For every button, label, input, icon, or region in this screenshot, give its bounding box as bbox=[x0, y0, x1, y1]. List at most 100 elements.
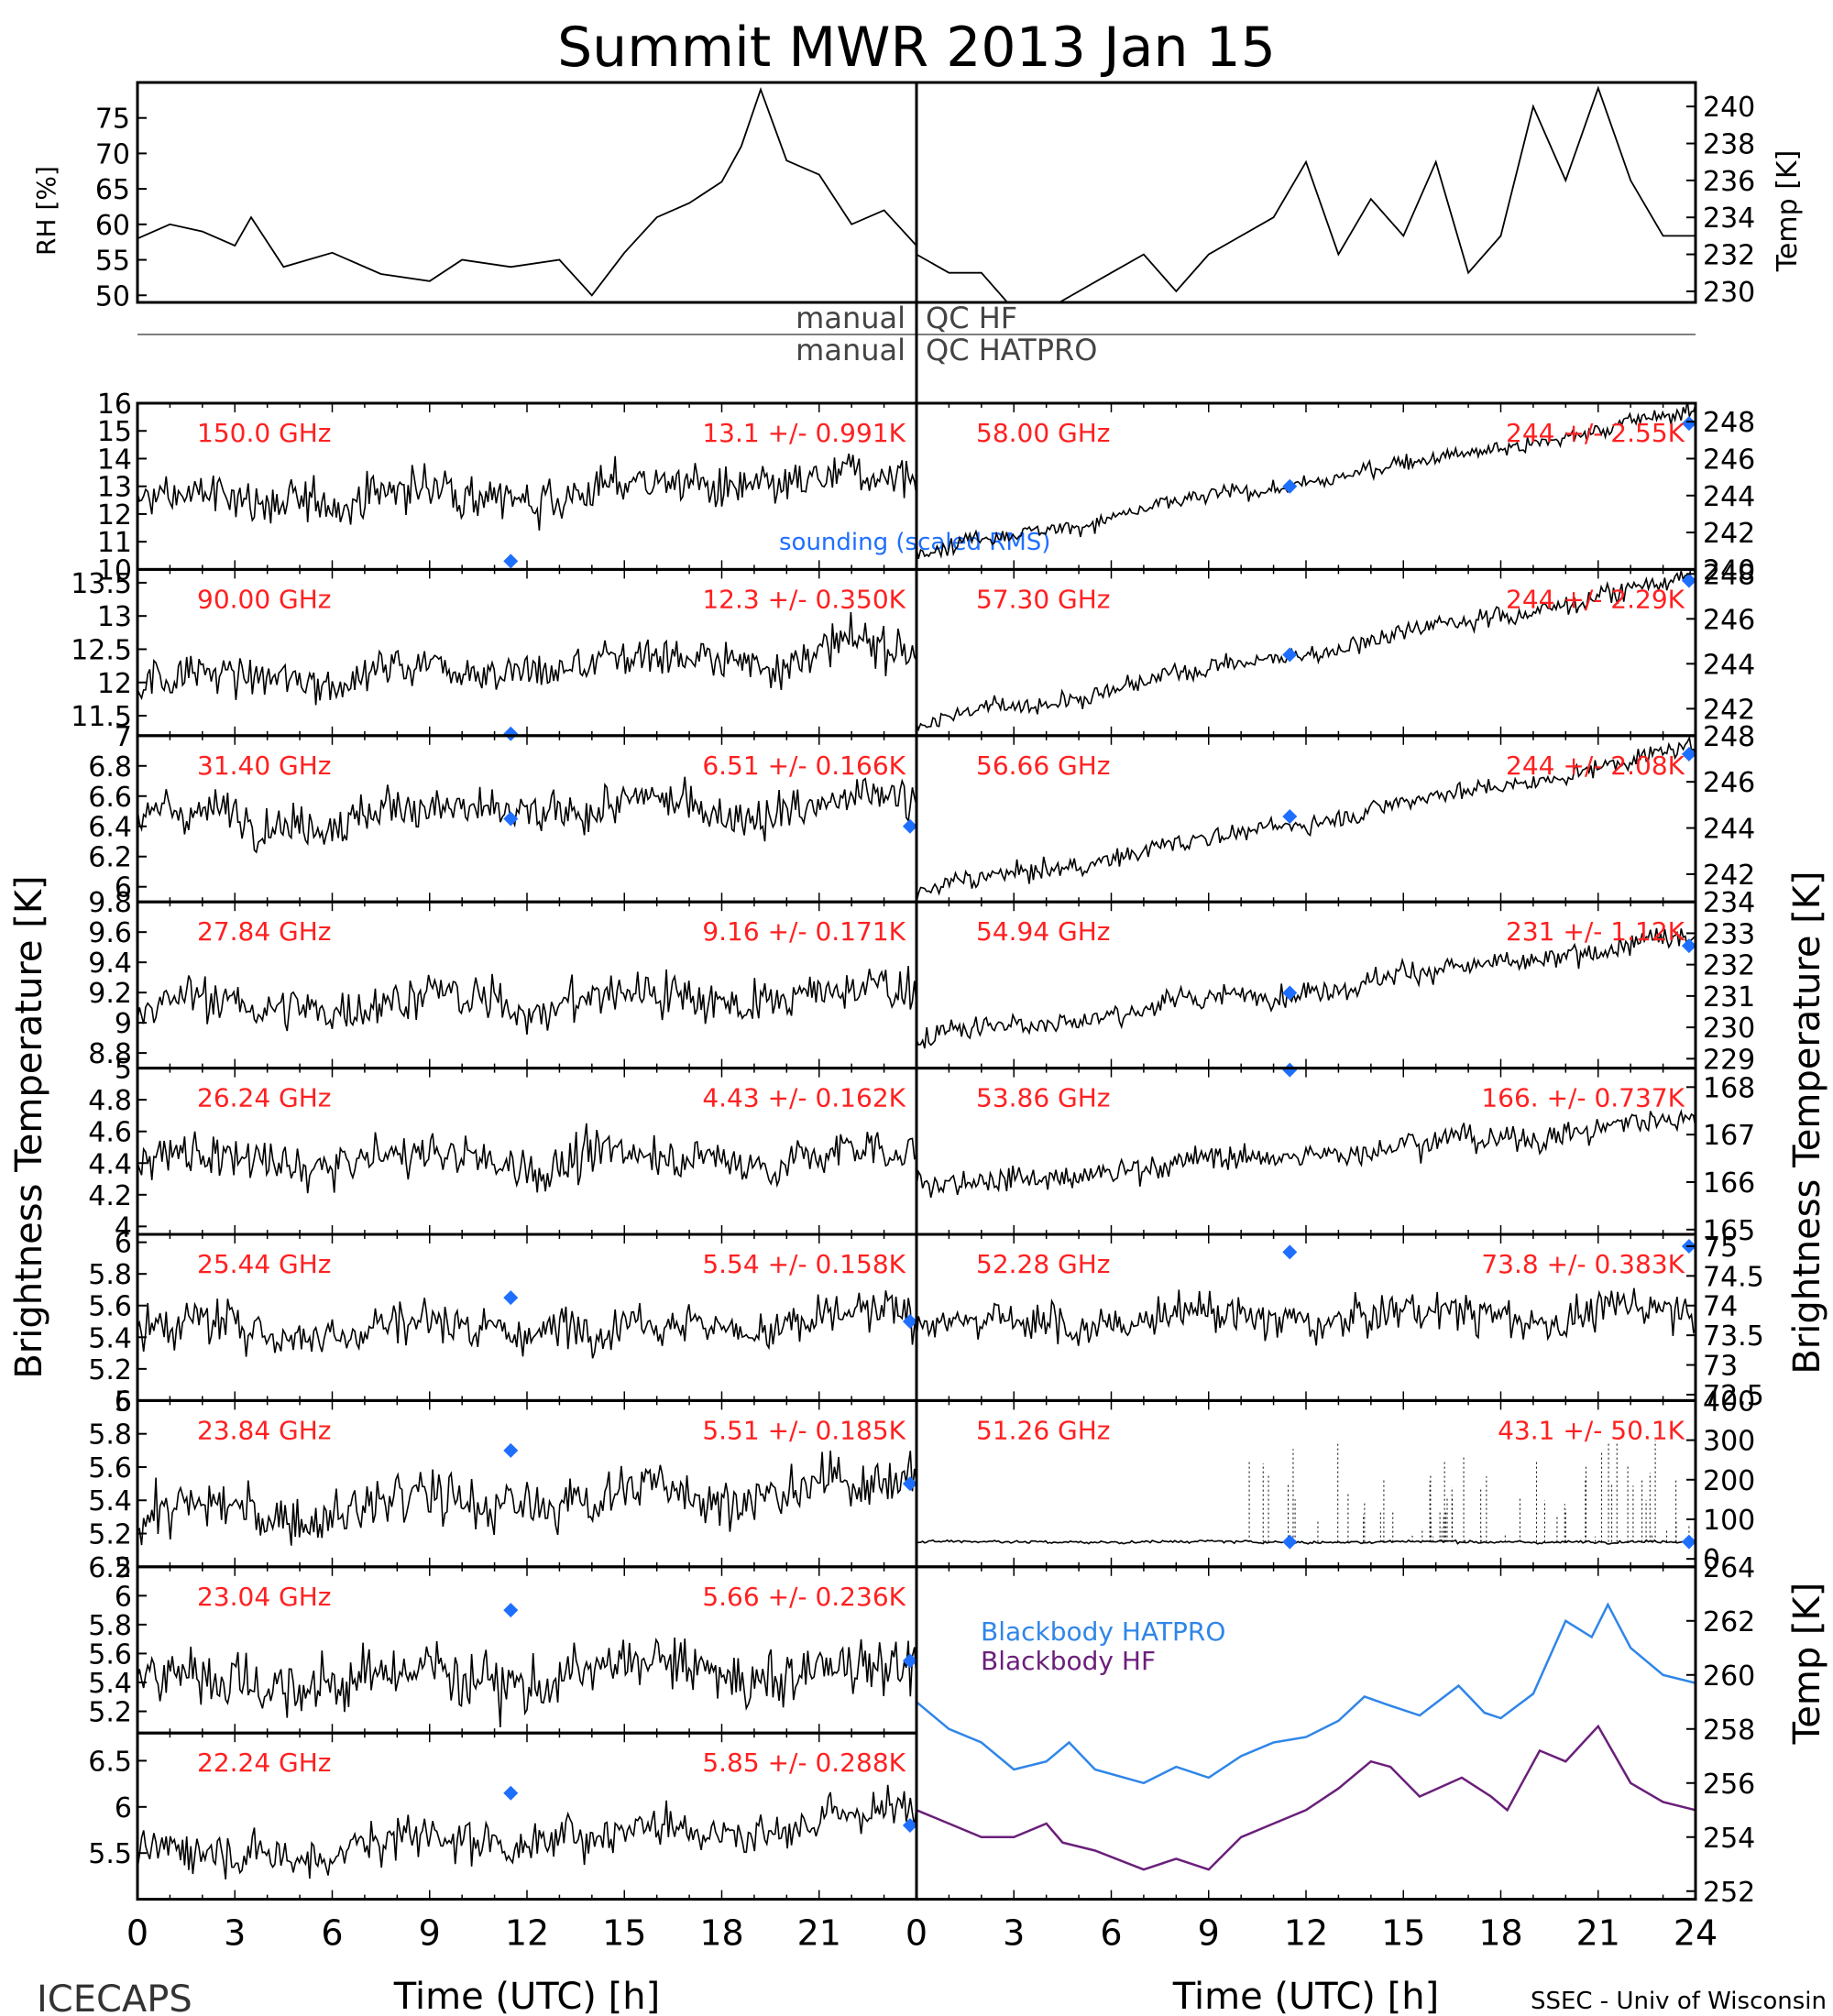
y-tick-label: 16 bbox=[97, 389, 132, 421]
y-tick-label: 246 bbox=[1703, 604, 1755, 636]
sounding-point bbox=[902, 1653, 917, 1669]
temp-tick-label: 234 bbox=[1703, 203, 1755, 235]
channel-stats-label: 73.8 +/- 0.383K bbox=[1481, 1249, 1685, 1279]
y-tick-label: 244 bbox=[1703, 814, 1755, 846]
y-tick-label: 232 bbox=[1703, 950, 1755, 982]
channel-frequency-label: 27.84 GHz bbox=[197, 916, 332, 947]
y-tick-label: 256 bbox=[1703, 1769, 1755, 1801]
y-tick-label: 4 bbox=[115, 1211, 132, 1244]
channel-frequency-label: 53.86 GHz bbox=[976, 1083, 1111, 1113]
y-tick-label: 6.2 bbox=[88, 842, 132, 874]
right-x-axis-label: Time (UTC) [h] bbox=[1172, 1976, 1439, 2016]
y-tick-label: 5.2 bbox=[88, 1697, 132, 1729]
sounding-point bbox=[1282, 1062, 1298, 1078]
series-line bbox=[137, 611, 916, 706]
sounding-point bbox=[1282, 478, 1298, 494]
series-line bbox=[916, 927, 1696, 1049]
channel-frequency-label: 52.28 GHz bbox=[976, 1249, 1111, 1279]
sounding-point bbox=[1282, 1534, 1298, 1550]
y-tick-label: 244 bbox=[1703, 649, 1755, 681]
channel-stats-label: 244 +/- 2.29K bbox=[1506, 584, 1685, 614]
y-tick-label: 167 bbox=[1703, 1120, 1755, 1152]
y-tick-label: 246 bbox=[1703, 767, 1755, 799]
blackbody-legend-entry: Blackbody HF bbox=[981, 1646, 1156, 1676]
x-tick-label: 0 bbox=[126, 1913, 148, 1954]
y-tick-label: 258 bbox=[1703, 1715, 1755, 1747]
y-tick-label: 12 bbox=[97, 499, 132, 531]
y-tick-label: 5.4 bbox=[88, 1322, 132, 1354]
y-tick-label: 168 bbox=[1703, 1072, 1755, 1104]
channel-stats-label: 5.66 +/- 0.236K bbox=[702, 1582, 906, 1612]
channel-frequency-label: 58.00 GHz bbox=[976, 418, 1111, 448]
y-tick-label: 5 bbox=[115, 1054, 132, 1086]
rh-tick-label: 55 bbox=[95, 246, 130, 278]
x-tick-label: 0 bbox=[906, 1913, 927, 1954]
sounding-point bbox=[503, 1785, 519, 1801]
y-tick-label: 242 bbox=[1703, 518, 1755, 550]
y-tick-label: 100 bbox=[1703, 1505, 1755, 1537]
temp-tick-label: 236 bbox=[1703, 166, 1755, 198]
temp-tick-label: 240 bbox=[1703, 92, 1755, 124]
y-tick-label: 6.2 bbox=[88, 1552, 132, 1584]
y-tick-label: 234 bbox=[1703, 887, 1755, 919]
sounding-point bbox=[1282, 808, 1298, 824]
qc-hf-right: QC HF bbox=[926, 301, 1017, 335]
left-x-axis-label: Time (UTC) [h] bbox=[393, 1976, 660, 2016]
y-tick-label: 254 bbox=[1703, 1823, 1755, 1855]
sounding-point bbox=[1681, 938, 1696, 954]
series-line bbox=[916, 403, 1696, 559]
x-tick-label: 6 bbox=[1100, 1913, 1122, 1954]
channel-frequency-label: 25.44 GHz bbox=[197, 1249, 332, 1279]
y-tick-label: 13 bbox=[97, 601, 132, 633]
left-y-axis-label: Brightness Temperature [K] bbox=[8, 875, 50, 1378]
sounding-point bbox=[1681, 573, 1696, 588]
qc-hatpro-left: manual bbox=[796, 333, 906, 367]
rh-tick-label: 70 bbox=[95, 138, 130, 170]
y-tick-label: 9.8 bbox=[88, 887, 132, 919]
y-tick-label: 73.5 bbox=[1703, 1320, 1764, 1353]
channel-panel-right: 240 242 244 246 248 58.00 GHz 244 +/- 2.55K bbox=[915, 401, 1755, 586]
x-tick-label: 15 bbox=[602, 1913, 646, 1954]
x-tick-label: 21 bbox=[797, 1913, 841, 1954]
sounding-point bbox=[503, 1290, 519, 1306]
y-tick-label: 12.5 bbox=[71, 634, 132, 666]
x-tick-label: 18 bbox=[1478, 1913, 1522, 1954]
channel-frequency-label: 23.04 GHz bbox=[197, 1582, 332, 1612]
y-tick-label: 6 bbox=[115, 1581, 132, 1613]
y-tick-label: 73 bbox=[1703, 1351, 1738, 1383]
series-line bbox=[916, 1109, 1696, 1199]
y-tick-label: 6 bbox=[115, 872, 132, 904]
footer-right: SSEC - Univ of Wisconsin bbox=[1531, 1988, 1827, 2015]
y-tick-label: 6.4 bbox=[88, 812, 132, 844]
x-tick-label: 3 bbox=[1003, 1913, 1025, 1954]
sounding-point bbox=[1282, 985, 1298, 1001]
blackbody-series-line bbox=[916, 1724, 1696, 1871]
series-line bbox=[137, 453, 916, 531]
channel-frequency-label: 54.94 GHz bbox=[976, 916, 1111, 947]
x-tick-label: 24 bbox=[1674, 1913, 1718, 1954]
channel-frequency-label: 150.0 GHz bbox=[197, 418, 332, 448]
y-tick-label: 200 bbox=[1703, 1465, 1755, 1497]
y-tick-label: 13 bbox=[97, 472, 132, 504]
channel-stats-label: 6.51 +/- 0.166K bbox=[702, 751, 906, 781]
y-tick-label: 5.8 bbox=[88, 1419, 132, 1452]
y-tick-label: 6.5 bbox=[88, 1746, 132, 1778]
y-tick-label: 6.6 bbox=[88, 782, 132, 814]
y-tick-label: 5.4 bbox=[88, 1668, 132, 1700]
sounding-point bbox=[1282, 1244, 1298, 1260]
series-line bbox=[916, 735, 1696, 903]
y-tick-label: 4.2 bbox=[88, 1180, 132, 1212]
y-tick-label: 4.8 bbox=[88, 1085, 132, 1117]
series-line bbox=[137, 776, 916, 854]
blackbody-series-line bbox=[916, 1602, 1696, 1785]
channel-stats-label: 4.43 +/- 0.162K bbox=[702, 1083, 906, 1113]
rh-axis-label: RH [%] bbox=[31, 166, 61, 256]
channel-stats-label: 166. +/- 0.737K bbox=[1481, 1083, 1685, 1113]
series-line bbox=[137, 1784, 916, 1879]
channel-stats-label: 231 +/- 1.12K bbox=[1506, 916, 1685, 947]
y-tick-label: 7 bbox=[115, 721, 132, 753]
y-tick-label: 242 bbox=[1703, 694, 1755, 726]
